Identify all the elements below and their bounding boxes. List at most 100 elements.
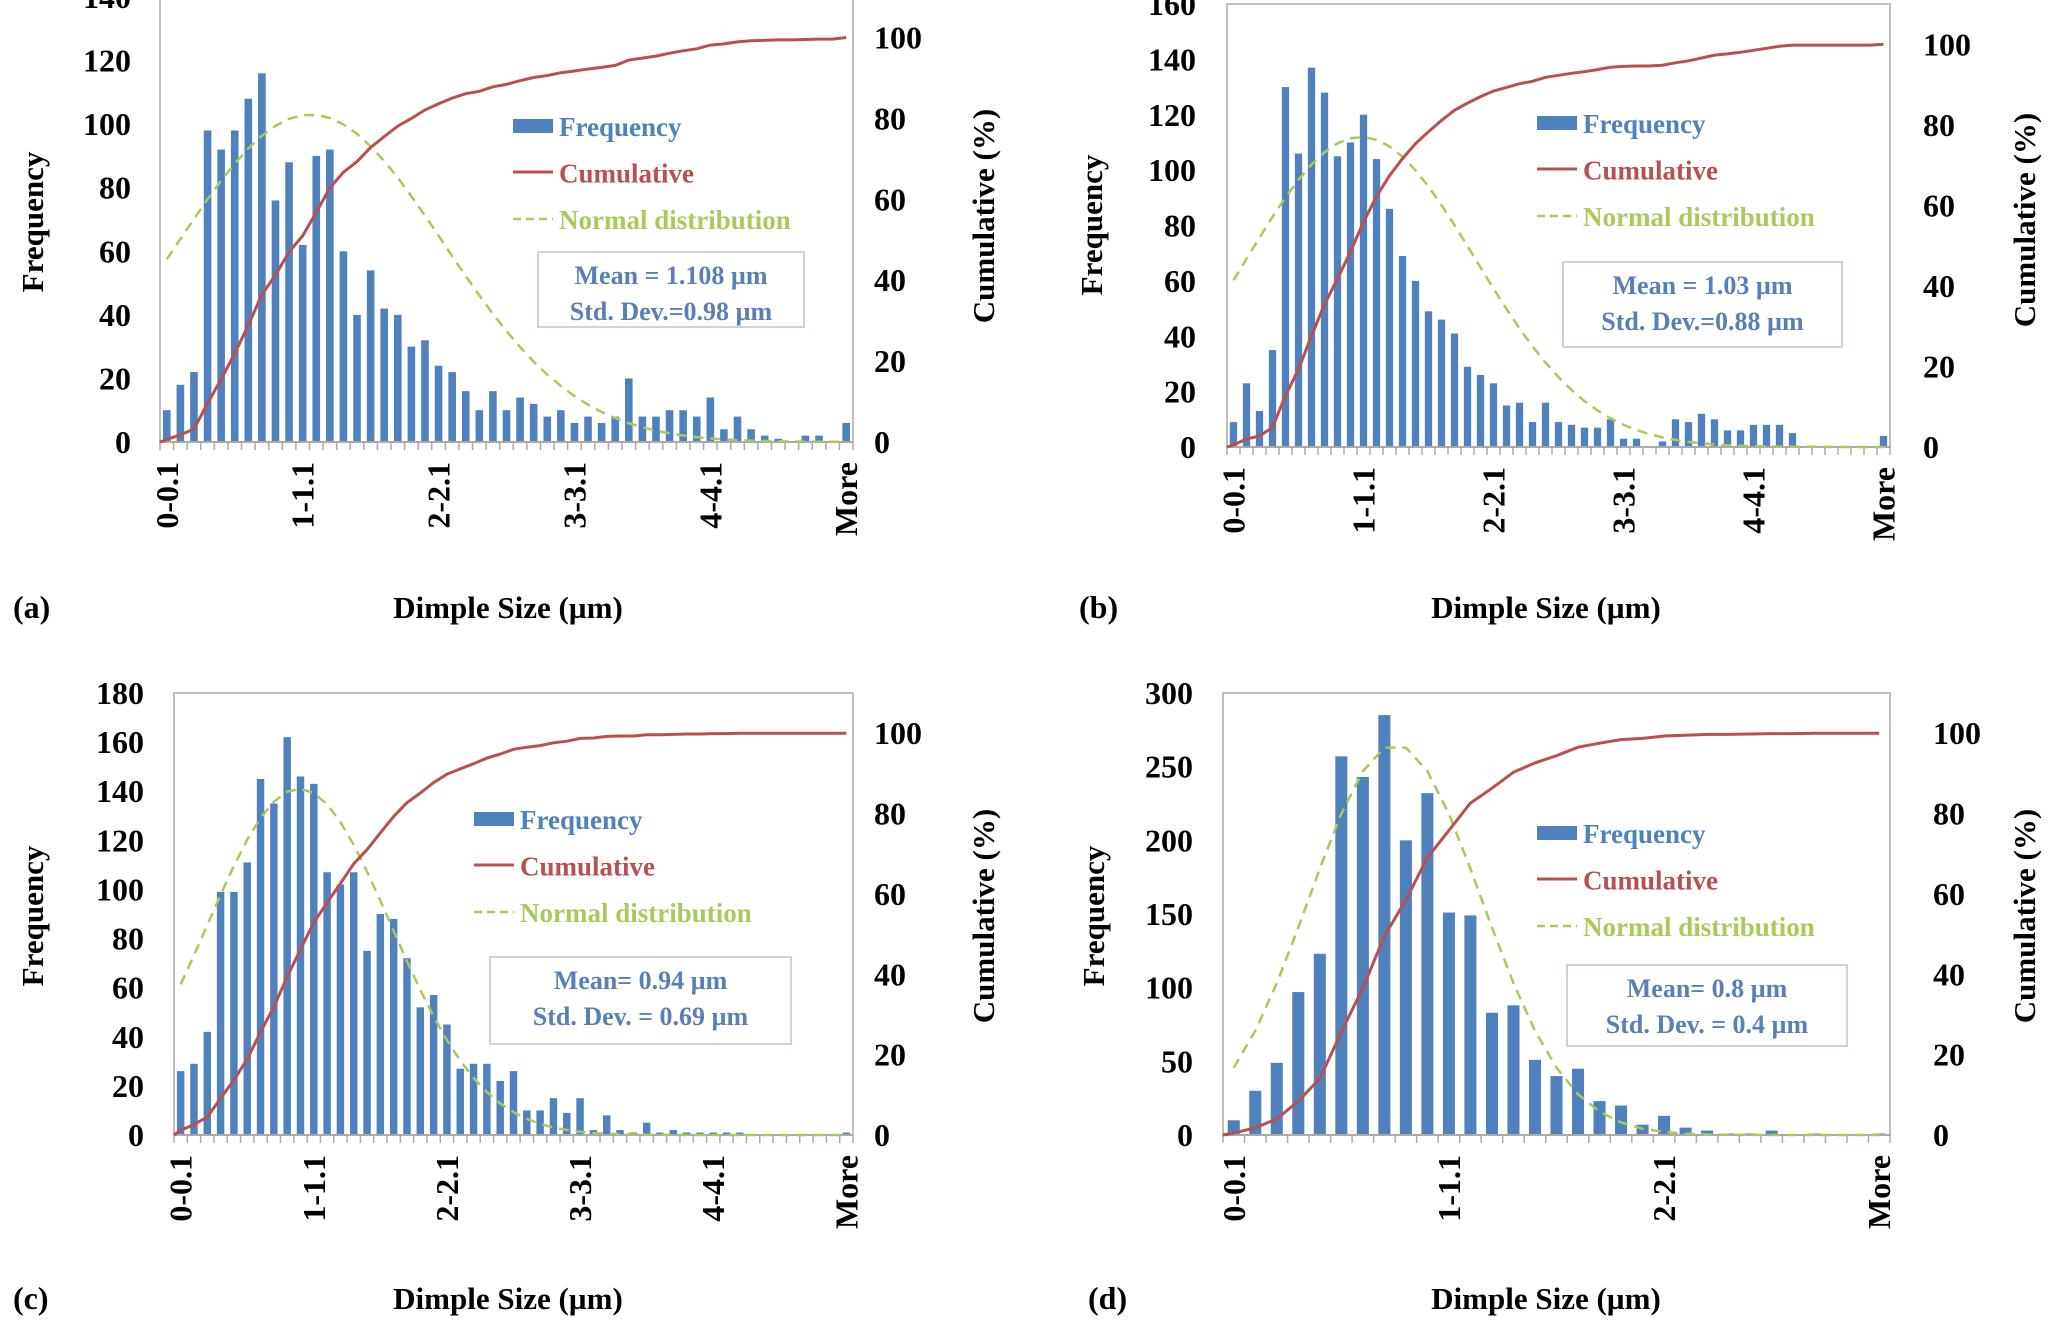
frequency-bar [611, 416, 620, 442]
frequency-bar [1788, 433, 1797, 447]
frequency-bar [421, 340, 429, 442]
frequency-bar [549, 1098, 558, 1135]
y-tick-label: 40 [112, 1019, 144, 1055]
y-tick-label: 40 [1164, 318, 1196, 354]
frequency-bar [258, 73, 266, 443]
frequency-bar [1268, 350, 1277, 447]
frequency-bar [407, 346, 416, 442]
frequency-bar [336, 884, 345, 1135]
frequency-bar [736, 1132, 744, 1135]
panel-label: (b) [1079, 589, 1118, 625]
y2-tick-label: 80 [1923, 107, 1955, 143]
frequency-bar [353, 314, 361, 442]
legend-entry: Normal distribution [1583, 202, 1815, 232]
frequency-bar [283, 737, 291, 1135]
y-tick-label: 20 [112, 1068, 144, 1104]
normal-distribution-line [179, 787, 847, 1137]
frequency-bar [624, 378, 633, 442]
frequency-bar [669, 1130, 677, 1135]
chart-panel-c: 0 20 40 60 80 100 120 140 160 180 0 20 40 60 80 100 0-0.… [13, 675, 1001, 1316]
frequency-bar [483, 1063, 491, 1135]
frequency-bar [244, 98, 253, 442]
y2-tick-label: 40 [1933, 956, 1965, 992]
frequency-bar [1671, 419, 1680, 447]
normal-distribution-line [1232, 746, 1880, 1137]
frequency-bar [516, 397, 524, 442]
frequency-bar [434, 365, 443, 442]
frequency-bar [380, 308, 389, 442]
y-tick-label: 100 [83, 106, 131, 142]
x-tick-label: 3-3.1 [562, 1155, 598, 1222]
stats-text: Mean = 1.03 µm [1613, 271, 1793, 300]
y2-axis-title: Cumulative (%) [966, 809, 1001, 1023]
y2-axis-title: Cumulative (%) [2007, 113, 2042, 327]
frequency-bar [271, 200, 280, 442]
frequency-bar [1550, 1076, 1563, 1135]
y2-tick-label: 60 [1923, 187, 1955, 223]
frequency-bar [1464, 915, 1477, 1135]
frequency-bar [1541, 402, 1550, 447]
frequency-bar [1619, 438, 1628, 447]
frequency-bar [1421, 793, 1434, 1135]
frequency-bar [256, 778, 265, 1135]
frequency-bar [801, 435, 810, 442]
frequency-bar [1615, 1105, 1628, 1135]
y2-tick-label: 40 [1923, 268, 1955, 304]
x-tick-label: 1-1.1 [285, 462, 321, 529]
x-tick-label: 0-0.1 [149, 462, 185, 529]
frequency-bar [1320, 92, 1329, 447]
frequency-bar [597, 422, 606, 442]
frequency-bar [1775, 424, 1784, 447]
frequency-bar [456, 1068, 464, 1135]
legend-swatch-frequency [513, 119, 553, 133]
y2-tick-label: 60 [1933, 876, 1965, 912]
x-tick-label: 4-4.1 [1736, 467, 1772, 534]
frequency-bar [1528, 1059, 1542, 1135]
frequency-bar [1593, 427, 1602, 447]
frequency-bar [1710, 419, 1719, 447]
x-tick-label: 4-4.1 [695, 1155, 731, 1222]
y-tick-label: 140 [83, 0, 131, 15]
frequency-bar [1749, 424, 1758, 447]
frequency-bar [1242, 383, 1251, 447]
y2-tick-label: 20 [1933, 1037, 1965, 1073]
stats-text: Mean = 1.108 µm [575, 261, 768, 290]
frequency-bar [747, 429, 755, 442]
legend-entry: Normal distribution [520, 898, 752, 928]
frequency-bar [1398, 255, 1407, 447]
y2-tick-label: 0 [1933, 1117, 1949, 1153]
y-axis-title: Frequency [1076, 845, 1111, 986]
y-tick-label: 160 [1148, 0, 1196, 22]
y-tick-label: 120 [83, 43, 131, 79]
frequency-bar [270, 803, 278, 1135]
frequency-bar [760, 435, 769, 442]
frequency-bar [842, 422, 851, 442]
frequency-bar [1437, 319, 1446, 447]
frequency-bar [176, 1071, 185, 1135]
legend-entry: Cumulative [1583, 866, 1718, 896]
frequency-bar [376, 914, 385, 1135]
frequency-bar [1270, 1062, 1283, 1135]
frequency-bar [1571, 1068, 1585, 1135]
normal-distribution-line [165, 113, 847, 444]
stats-box: Mean = 1.108 µm Std. Dev.=0.98 µm [537, 251, 805, 328]
frequency-bar [243, 862, 251, 1135]
frequency-bar [557, 410, 565, 442]
frequency-bar [1593, 1101, 1606, 1135]
frequency-bar [1502, 405, 1511, 447]
frequency-bar [1632, 438, 1641, 447]
frequency-bar [461, 391, 470, 442]
frequency-bar [1281, 87, 1290, 447]
frequency-bar [815, 435, 823, 442]
x-axis-title: Dimple Size (µm) [1431, 1281, 1661, 1316]
cumulative-line [159, 36, 847, 444]
legend-entry: Frequency [1583, 819, 1706, 849]
stats-text: Std. Dev.=0.88 µm [1601, 307, 1804, 336]
frequency-bar [1450, 333, 1459, 447]
cumulative-line [173, 731, 847, 1137]
panel-label: (a) [13, 589, 50, 625]
frequency-bar [1255, 411, 1264, 447]
frequency-bar [285, 162, 293, 443]
panel-label: (d) [1088, 1280, 1127, 1316]
stats-box-frame [1562, 261, 1843, 348]
